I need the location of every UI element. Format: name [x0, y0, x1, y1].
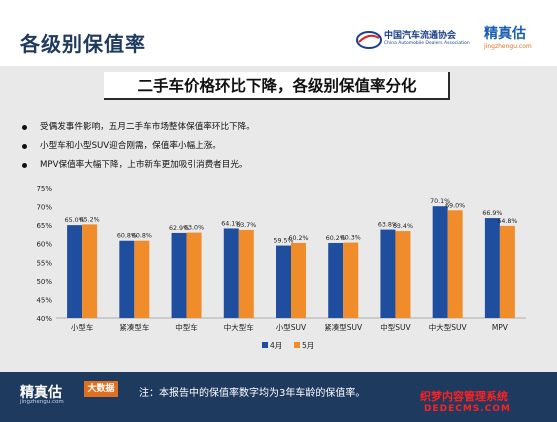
bullet-item: 受偶发事件影响，五月二手车市场整体保值率环比下降。	[22, 118, 255, 137]
legend-label: 4月	[270, 341, 282, 350]
data-label: 64.8%	[497, 218, 517, 225]
bullet-item: 小型车和小型SUV迎合刚需，保值率小幅上涨。	[22, 137, 255, 156]
x-tick-label: 中大型SUV	[429, 322, 468, 332]
data-label: 63.7%	[236, 222, 256, 229]
bar-apr	[328, 242, 344, 318]
bar-may	[134, 240, 150, 318]
x-tick-label: 小型SUV	[276, 323, 307, 332]
bar-may	[447, 210, 463, 318]
data-label: 65.0%	[65, 217, 85, 224]
bar-apr	[223, 228, 239, 318]
x-tick-label: 中型SUV	[380, 322, 411, 332]
data-label: 60.3%	[341, 235, 361, 242]
x-tick-label: 紧凑型SUV	[324, 322, 363, 332]
x-tick-label: 中型车	[175, 322, 198, 332]
y-tick-label: 70%	[36, 204, 52, 212]
header-bar	[0, 0, 557, 66]
data-label: 60.2%	[288, 235, 308, 242]
bullet-item: MPV保值率大幅下降，上市新车更加吸引消费者目光。	[22, 156, 255, 175]
bar-may	[343, 242, 359, 318]
y-tick-label: 75%	[36, 185, 52, 193]
data-label: 65.2%	[80, 216, 100, 223]
x-tick-label: 紧凑型车	[119, 322, 149, 332]
org-name: 中国汽车流通协会	[384, 31, 457, 41]
y-tick-label: 55%	[36, 259, 52, 267]
bullet-dot-icon	[22, 163, 27, 168]
watermark-url: DEDECMS.COM	[424, 404, 511, 414]
bar-apr	[276, 245, 291, 318]
footer-brand: 精真估	[20, 385, 62, 401]
bar-may	[395, 231, 411, 318]
bar-apr	[484, 218, 500, 318]
data-label: 60.2%	[326, 235, 346, 242]
bar-apr	[171, 232, 187, 318]
bar-may	[238, 229, 254, 318]
y-tick-label: 50%	[36, 278, 52, 286]
legend-swatch	[262, 342, 268, 348]
y-tick-label: 60%	[36, 241, 52, 249]
brand-name: 精真估	[484, 26, 526, 42]
footer-note: 注：本报告中的保值率数字均为3年车龄的保值率。	[139, 388, 366, 399]
bullet-dot-icon	[22, 125, 27, 130]
data-label: 63.0%	[184, 225, 204, 232]
x-tick-label: 小型车	[71, 322, 94, 332]
brand-url: jingzhengu.com	[484, 43, 532, 50]
footer-bar	[0, 372, 557, 422]
data-label: 64.1%	[221, 220, 241, 227]
brand-logo: 精真估 jingzhengu.com	[484, 26, 548, 56]
bullet-dot-icon	[22, 144, 27, 149]
y-tick-label: 65%	[36, 222, 52, 230]
data-label: 63.8%	[378, 222, 398, 229]
footer-brand-url: jingzhengu.com	[20, 399, 64, 405]
data-label: 60.8%	[117, 233, 137, 240]
org-name-en: China Automobile Dealers Association	[384, 41, 470, 46]
x-tick-label: 中大型车	[224, 322, 254, 332]
org-badge: 中国汽车流通协会 China Automobile Dealers Associ…	[356, 28, 474, 54]
bar-apr	[432, 206, 448, 318]
x-tick-label: MPV	[492, 323, 509, 332]
y-tick-label: 45%	[36, 296, 52, 304]
legend-swatch	[294, 342, 300, 348]
bar-apr	[380, 229, 396, 318]
data-label: 69.0%	[445, 202, 465, 209]
watermark-text: 织梦内容管理系统	[420, 390, 508, 403]
bar-may	[82, 224, 98, 318]
bar-apr	[67, 225, 83, 318]
bullet-list: 受偶发事件影响，五月二手车市场整体保值率环比下降。 小型车和小型SUV迎合刚需，…	[22, 118, 255, 175]
bar-may	[499, 225, 515, 318]
y-tick-label: 40%	[36, 315, 52, 323]
subtitle-box	[104, 72, 450, 100]
subtitle: 二手车价格环比下降，各级别保值率分化	[137, 77, 417, 95]
data-label: 70.1%	[430, 198, 450, 205]
page-title: 各级别保值率	[20, 32, 146, 56]
bar-apr	[119, 240, 135, 318]
bar-may	[291, 242, 306, 318]
data-label: 60.8%	[132, 233, 152, 240]
data-label: 59.5%	[273, 238, 293, 245]
bar-may	[186, 232, 202, 318]
data-label: 63.4%	[393, 223, 413, 230]
data-label: 62.9%	[169, 225, 189, 232]
footer-tag: 大数据	[84, 381, 118, 397]
org-logo-icon	[356, 31, 382, 49]
legend-label: 5月	[302, 341, 314, 350]
retention-bar-chart: 40% 45% 50% 55% 60% 65% 70% 75% 65.0%65.2% 小型车 60.…	[36, 185, 526, 350]
data-label: 66.9%	[482, 210, 502, 217]
